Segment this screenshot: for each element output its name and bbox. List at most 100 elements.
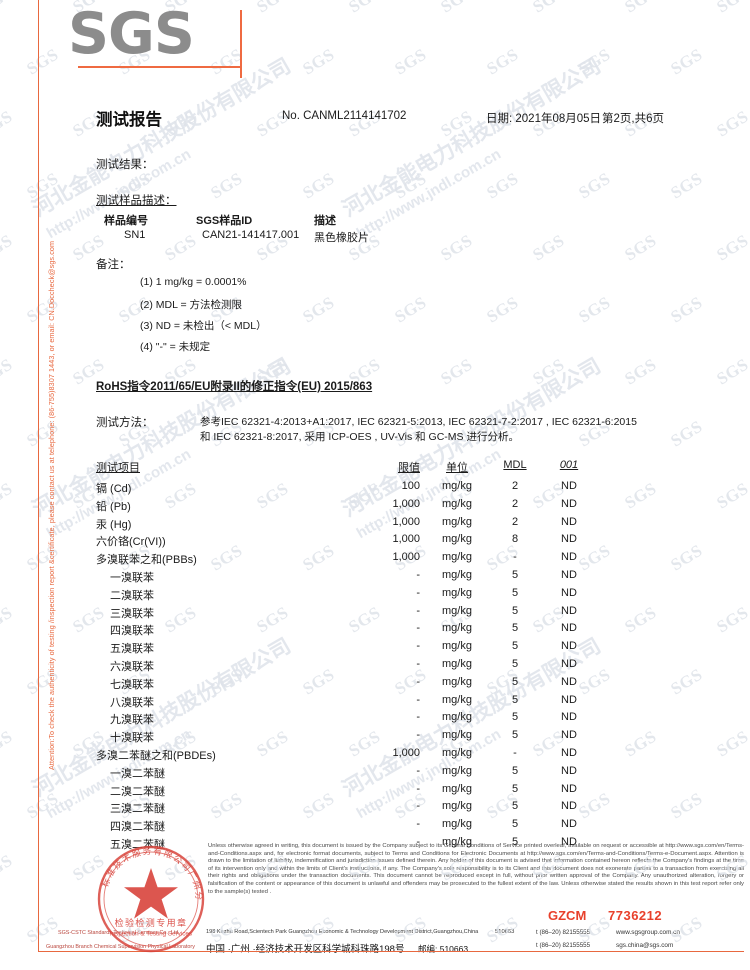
sgs-watermark-tile: SGS — [23, 912, 62, 947]
cell-test-item: 一溴联苯 — [110, 571, 154, 584]
sgs-watermark-tile: SGS — [713, 230, 750, 265]
cell-result: ND — [561, 800, 577, 813]
cell-mdl: 2 — [511, 515, 519, 528]
cell-result: ND — [561, 711, 577, 724]
cell-mdl: 5 — [511, 640, 519, 653]
col-header-sgs-sample-id: SGS样品ID — [196, 215, 253, 227]
sgs-watermark-tile: SGS — [0, 478, 16, 513]
cell-unit: mg/kg — [442, 551, 472, 564]
cell-result: ND — [561, 640, 577, 653]
cell-sgs-sample-id: CAN21-141417.001 — [202, 229, 300, 241]
sample-description-heading: 测试样品描述： — [96, 195, 177, 207]
table-row: 十溴联苯 - mg/kg 5 ND — [96, 729, 596, 747]
cell-mdl: 5 — [511, 782, 519, 795]
col-header-mdl: MDL — [503, 459, 527, 471]
cell-limit: - — [416, 764, 420, 777]
address-row-english: 198 Kezhu Road,Scientech Park Guangzhou … — [206, 928, 746, 941]
cell-unit: mg/kg — [442, 497, 472, 510]
report-number: No. CANML2114141702 — [282, 110, 407, 122]
sgs-watermark-tile: SGS — [0, 850, 16, 885]
table-row: 六溴联苯 - mg/kg 5 ND — [96, 658, 596, 676]
cell-unit: mg/kg — [442, 818, 472, 831]
cell-mdl: 5 — [511, 764, 519, 777]
website-url[interactable]: www.sgsgroup.com.cn — [616, 929, 680, 936]
sgs-watermark-tile: SGS — [0, 230, 16, 265]
sgs-watermark-tile: SGS — [299, 168, 338, 203]
sgs-watermark-tile: SGS — [23, 788, 62, 823]
sgs-watermark-tile: SGS — [713, 726, 750, 761]
sgs-watermark-tile: SGS — [0, 0, 16, 17]
cell-unit: mg/kg — [442, 835, 472, 848]
col-header-unit: 单位 — [446, 462, 468, 474]
gzcm-code: 7736212 — [608, 908, 663, 923]
logo-vertical-rule — [240, 10, 242, 78]
test-method-text: 参考IEC 62321-4:2013+A1:2017, IEC 62321-5:… — [200, 414, 720, 444]
table-row: 三溴二苯醚 - mg/kg 5 ND — [96, 800, 596, 818]
col-header-result: 001 — [559, 459, 579, 471]
cell-limit: 1,000 — [392, 533, 420, 546]
cell-test-item: 汞 (Hg) — [96, 518, 132, 531]
cell-result: ND — [561, 675, 577, 688]
cell-mdl: 5 — [511, 657, 519, 670]
remarks-list: (1) 1 mg/kg = 0.0001% (2) MDL = 方法检测限 (3… — [140, 276, 267, 360]
cell-unit: mg/kg — [442, 480, 472, 492]
cell-mdl: 5 — [511, 693, 519, 706]
sgs-watermark-tile: SGS — [529, 230, 568, 265]
cell-limit: - — [416, 675, 420, 688]
table-row: 一溴二苯醚 - mg/kg 5 ND — [96, 765, 596, 783]
legal-disclaimer-text: Unless otherwise agreed in writing, this… — [208, 843, 744, 895]
page-border-bottom — [38, 951, 744, 952]
telephone-1: t (86–20) 82155555 — [536, 929, 591, 936]
cell-result: ND — [561, 604, 577, 617]
sgs-watermark-tile: SGS — [529, 0, 568, 17]
cell-test-item: 多溴二苯醚之和(PBDEs) — [96, 749, 216, 762]
cell-test-item: 三溴联苯 — [110, 607, 154, 620]
cell-result: ND — [561, 551, 577, 564]
cell-limit: 100 — [401, 480, 420, 492]
cell-result: ND — [561, 693, 577, 706]
table-row: 三溴联苯 - mg/kg 5 ND — [96, 605, 596, 623]
cell-limit: - — [416, 835, 420, 848]
cell-mdl: 5 — [511, 800, 519, 813]
cell-unit: mg/kg — [442, 782, 472, 795]
results-table-body: 镉 (Cd) 100 mg/kg 2 ND 铅 (Pb) 1,000 mg/kg 2 ND 汞 (H… — [96, 480, 596, 854]
cell-result: ND — [561, 782, 577, 795]
cell-result: ND — [561, 568, 577, 581]
cell-test-item: 十溴联苯 — [110, 732, 154, 745]
cell-unit: mg/kg — [442, 568, 472, 581]
table-row: 四溴联苯 - mg/kg 5 ND — [96, 622, 596, 640]
table-row: 九溴联苯 - mg/kg 5 ND — [96, 711, 596, 729]
cell-unit: mg/kg — [442, 800, 472, 813]
cell-result: ND — [561, 480, 577, 492]
cell-limit: - — [416, 586, 420, 599]
cell-unit: mg/kg — [442, 693, 472, 706]
sgs-watermark-tile: SGS — [391, 44, 430, 79]
cell-result: ND — [561, 657, 577, 670]
sgs-watermark-tile: SGS — [0, 106, 16, 141]
page-number: 第2页,共6页 — [602, 113, 664, 125]
address-chinese-zip: 邮编: 510663 — [418, 944, 469, 954]
cell-test-item: 四溴联苯 — [110, 625, 154, 638]
remark-item: (3) ND = 未检出（< MDL） — [140, 320, 267, 332]
col-header-description: 描述 — [314, 215, 336, 227]
cell-unit: mg/kg — [442, 515, 472, 528]
cell-description: 黑色橡胶片 — [314, 232, 369, 244]
sgs-watermark-tile: SGS — [667, 44, 706, 79]
cell-test-item: 三溴二苯醚 — [110, 803, 165, 816]
cell-unit: mg/kg — [442, 533, 472, 546]
table-header-row: 样品编号 SGS样品ID 描述 — [104, 212, 434, 229]
cell-sample-no: SN1 — [124, 229, 146, 241]
cell-mdl: 2 — [511, 497, 519, 510]
cell-test-item: 七溴联苯 — [110, 678, 154, 691]
table-row: 五溴联苯 - mg/kg 5 ND — [96, 640, 596, 658]
email-address[interactable]: sgs.china@sgs.com — [616, 942, 674, 949]
cell-mdl: 5 — [511, 622, 519, 635]
table-row: 多溴联苯之和(PBBs) 1,000 mg/kg - ND — [96, 551, 596, 569]
cell-result: ND — [561, 764, 577, 777]
gzcm-label: GZCM — [548, 908, 587, 923]
cell-limit: - — [416, 782, 420, 795]
cell-unit: mg/kg — [442, 675, 472, 688]
sgs-watermark-tile: SGS — [575, 44, 614, 79]
results-table-header-row: 测试项目 限值 单位 MDL 001 — [96, 459, 596, 480]
cell-result: ND — [561, 818, 577, 831]
